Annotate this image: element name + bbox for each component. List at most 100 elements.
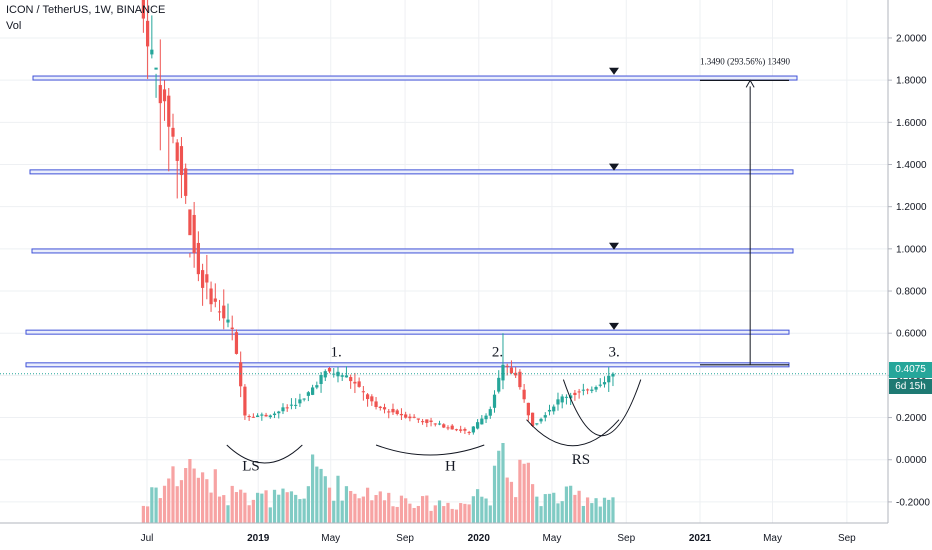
volume-bar [158, 498, 162, 523]
volume-bar [560, 501, 564, 523]
candle-body [243, 386, 247, 416]
y-tick-label: 0.0000 [896, 455, 927, 466]
candle-body [522, 389, 526, 400]
volume-bar [387, 492, 391, 523]
volume-bar [497, 450, 501, 523]
volume-bar [488, 505, 492, 523]
candle-body [302, 398, 306, 400]
symbol-title[interactable]: ICON / TetherUS, 1W, BINANCE [6, 4, 166, 16]
volume-bar [327, 487, 332, 523]
pattern-annotations: 1.3490 (293.56%) 13490 1. 2. 3. LS H RS [0, 56, 888, 474]
candle-body [594, 386, 598, 390]
candle-body [306, 392, 310, 396]
annotation-label: 1. [331, 344, 342, 360]
volume-bar [535, 496, 539, 523]
volume-bar [590, 503, 594, 523]
volume-bar [530, 484, 535, 523]
candle-body [167, 95, 171, 127]
volume-indicator-label[interactable]: Vol [6, 20, 22, 32]
volume-bar [277, 494, 281, 523]
volume-bar [167, 478, 171, 523]
level-line [29, 169, 794, 175]
candle-body [509, 367, 514, 374]
volume-bar [607, 499, 611, 523]
candle-body [264, 414, 268, 417]
volume-bar [412, 507, 416, 523]
candle-body [467, 432, 471, 434]
volume-bar [251, 499, 255, 523]
candle-body [429, 420, 433, 422]
pattern-arc-left-shoulder [226, 444, 303, 464]
candle-body [378, 406, 382, 408]
volume-bar [594, 498, 598, 523]
volume-bar [188, 459, 192, 523]
volume-bar [374, 495, 378, 523]
volume-bar [226, 505, 230, 523]
volume-bars [141, 443, 615, 523]
level-marker-triangle-icon [609, 242, 619, 250]
volume-bar [264, 490, 268, 523]
volume-bar [294, 494, 298, 523]
candle-body [298, 399, 302, 404]
candle-body [560, 396, 564, 403]
volume-bar [171, 466, 175, 523]
volume-bar [564, 486, 569, 523]
x-tick-label: Sep [617, 533, 635, 544]
volume-bar [577, 490, 581, 523]
volume-bar [361, 496, 365, 523]
candle-body [171, 127, 175, 137]
volume-bar [573, 494, 577, 523]
level-marker-triangle-icon [609, 67, 619, 75]
volume-bar [162, 485, 167, 523]
volume-bar [378, 491, 382, 523]
volume-bar [454, 509, 459, 523]
candle-body [539, 418, 543, 422]
volume-bar [247, 505, 251, 523]
candle-body [310, 387, 315, 395]
horizontal-levels[interactable] [25, 67, 798, 368]
volume-bar [399, 495, 404, 523]
x-tick-label: Jul [141, 533, 154, 544]
candle-body [175, 142, 179, 161]
level-line [31, 248, 794, 254]
volume-bar [569, 485, 573, 523]
level-line [32, 75, 798, 81]
candle-body [349, 377, 353, 382]
measure-arrow-head-icon [745, 79, 755, 88]
volume-bar [281, 488, 285, 523]
level-line [25, 329, 790, 335]
candle-body [412, 416, 416, 418]
level-line [25, 362, 790, 368]
volume-bar [552, 492, 556, 523]
candle-body [365, 394, 370, 400]
candle-body [370, 396, 374, 402]
candle-body [463, 428, 467, 431]
candle-body [454, 429, 459, 431]
annotation-label: 3. [609, 344, 620, 360]
volume-bar [509, 481, 514, 523]
candle-body [268, 415, 272, 418]
candle-body [179, 146, 184, 176]
candle-body [433, 423, 437, 425]
volume-bar [285, 492, 289, 523]
candle-body [188, 209, 192, 236]
candle-body [442, 424, 446, 428]
candle-body [209, 288, 213, 305]
volume-bar [395, 506, 399, 523]
volume-bar [382, 500, 387, 523]
volume-bar [437, 500, 442, 523]
x-tick-label: Sep [396, 533, 414, 544]
candle-body [192, 214, 196, 254]
volume-bar [365, 487, 370, 523]
candle-body [277, 411, 281, 414]
candle-body [205, 274, 209, 283]
candle-body [251, 416, 255, 418]
candle-body [416, 418, 420, 420]
candle-body [374, 401, 378, 408]
candle-body [471, 426, 475, 433]
candle-body [255, 415, 260, 418]
volume-bar [239, 489, 243, 523]
volume-bar [175, 486, 179, 523]
y-tick-label: 1.6000 [896, 118, 927, 129]
